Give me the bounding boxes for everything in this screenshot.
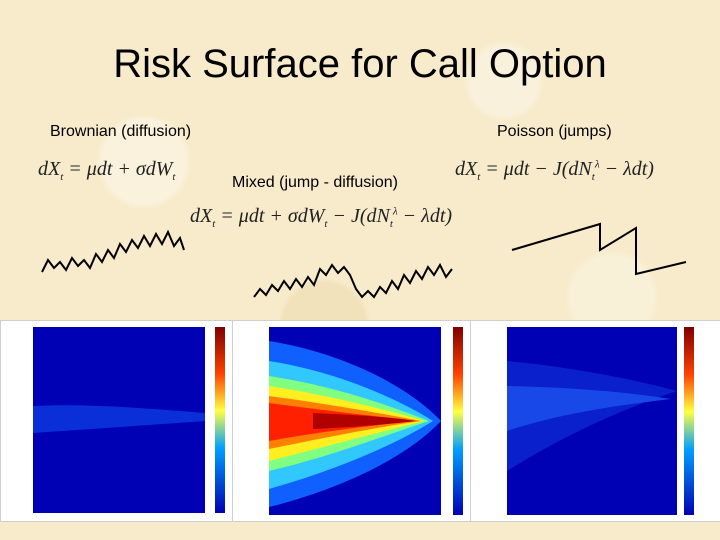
slide-title: Risk Surface for Call Option <box>113 42 607 86</box>
brownian-formula: dXt = μdt + σdWt <box>38 158 176 183</box>
poisson-label: Poisson (jumps) <box>497 123 612 140</box>
mixed-path <box>253 262 453 299</box>
brownian-label: Brownian (diffusion) <box>50 123 192 140</box>
poisson-formula: dXt = μdt − J(dNtλ − λdt) <box>455 158 654 183</box>
brownian-risk-surface <box>0 320 237 522</box>
mixed-risk-surface <box>232 320 474 522</box>
brownian-path <box>41 229 185 273</box>
mixed-formula: dXt = μdt + σdWt − J(dNtλ − λdt) <box>190 205 453 230</box>
poisson-path <box>511 222 687 276</box>
mixed-label: Mixed (jump - diffusion) <box>232 174 398 191</box>
poisson-risk-surface <box>470 320 720 522</box>
